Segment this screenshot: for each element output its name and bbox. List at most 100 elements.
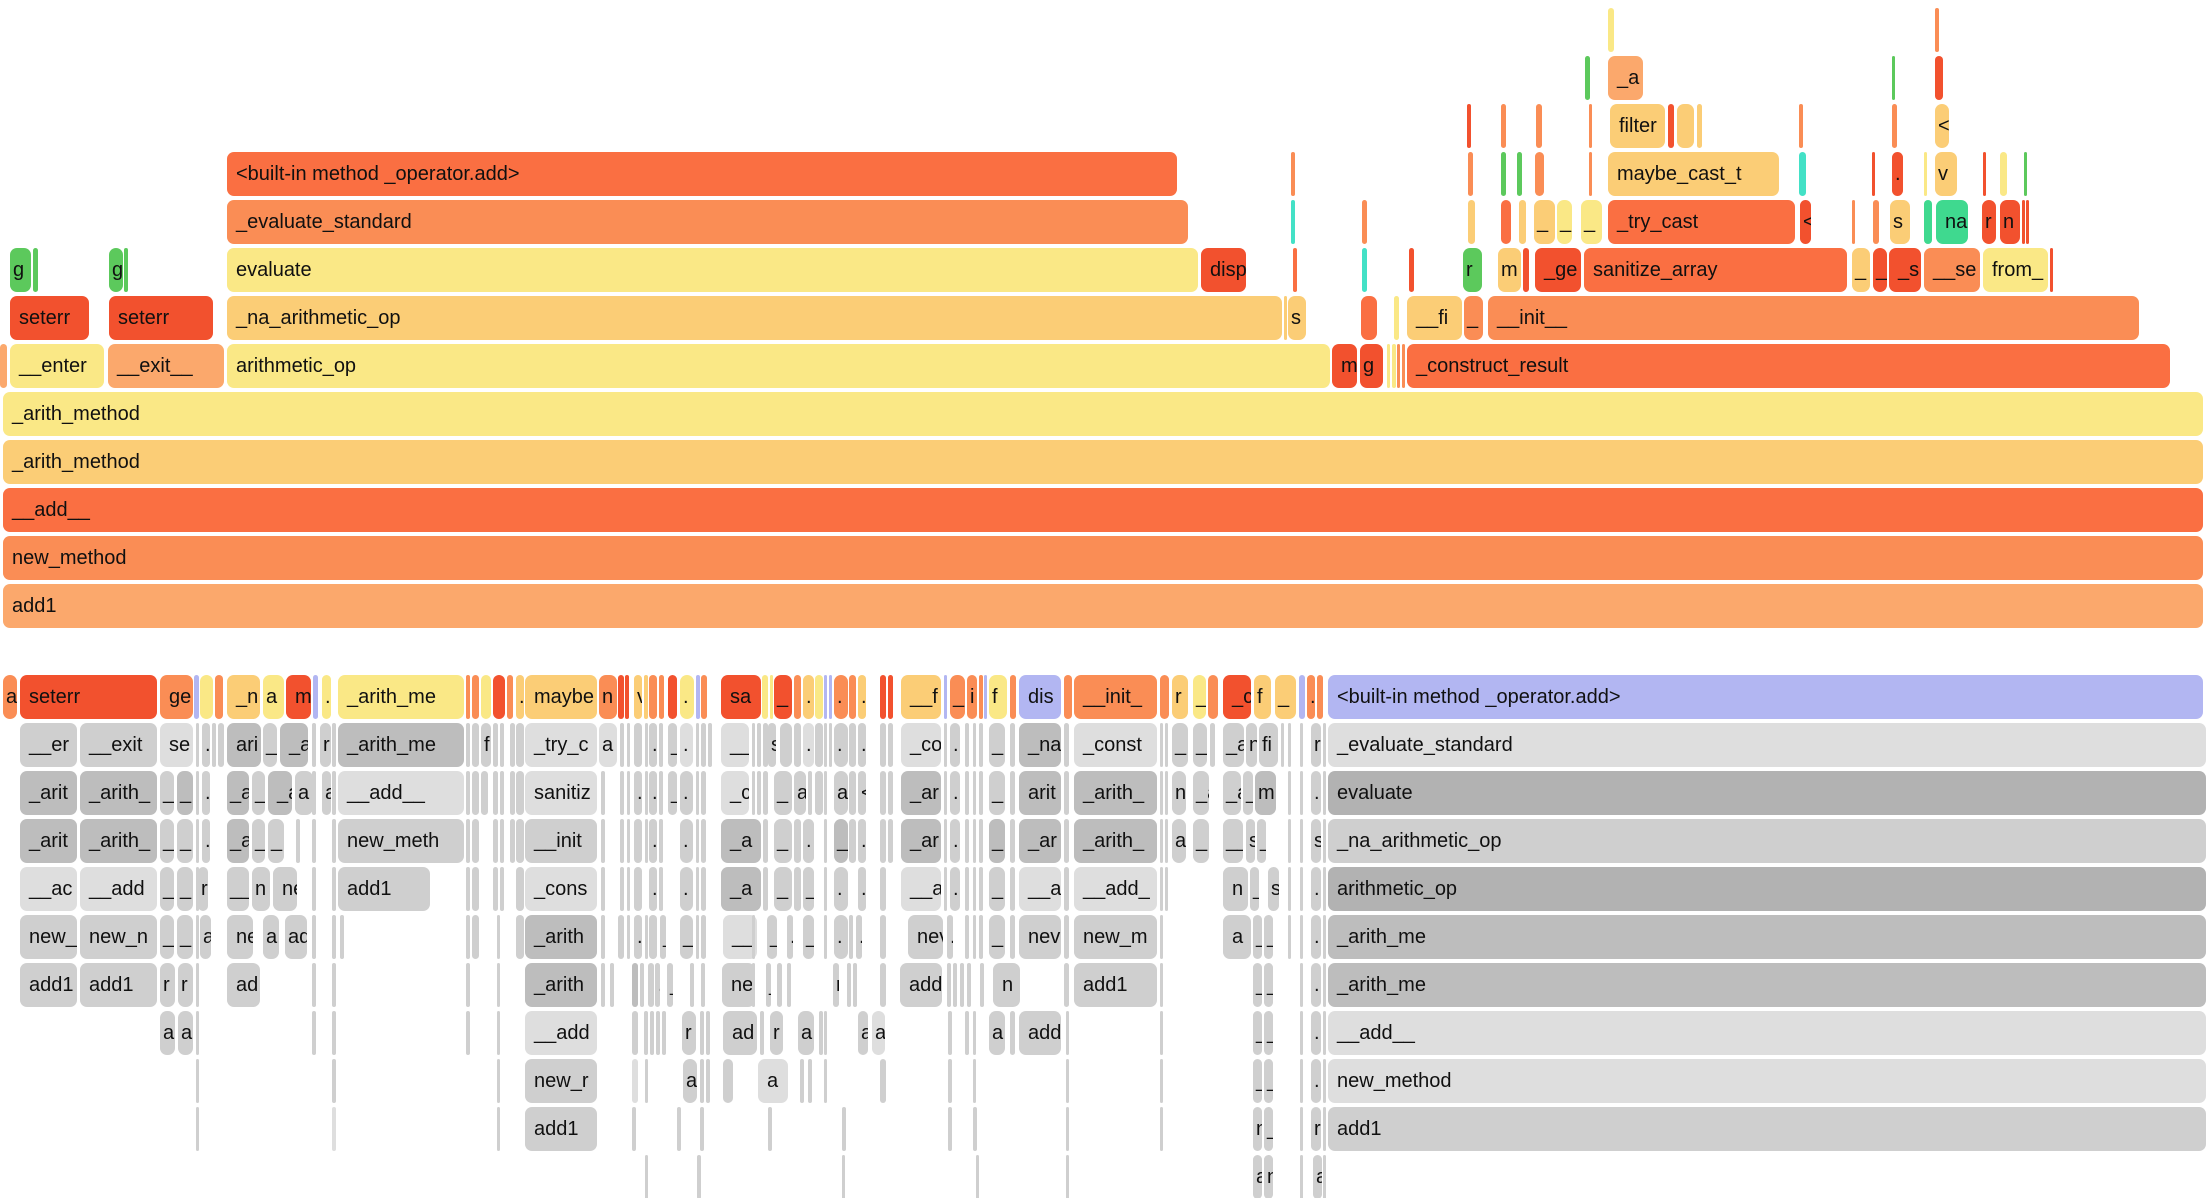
flame-frame[interactable]: _a [721, 819, 761, 863]
flame-frame[interactable]: _ [774, 867, 792, 911]
flame-frame[interactable]: _ [1257, 819, 1266, 863]
flame-frame[interactable] [507, 675, 513, 719]
flame-frame[interactable]: _na_arithmetic_op [1328, 819, 2206, 863]
flame-frame[interactable]: new_meth [338, 819, 464, 863]
flame-frame[interactable]: g [1360, 344, 1383, 388]
flame-frame[interactable] [1323, 771, 1326, 815]
flame-frame[interactable]: r [1463, 248, 1482, 292]
flame-frame[interactable]: from_ [1983, 248, 2048, 292]
flame-frame[interactable]: _arith_method [3, 392, 2203, 436]
flame-frame[interactable] [1288, 819, 1291, 863]
flame-frame[interactable]: __er [20, 723, 77, 767]
flame-frame[interactable] [965, 723, 969, 767]
flame-frame[interactable] [1892, 104, 1897, 148]
flame-frame[interactable] [1160, 867, 1163, 911]
flame-frame[interactable] [516, 867, 524, 911]
flame-frame[interactable] [472, 819, 479, 863]
flame-frame[interactable] [1397, 344, 1400, 388]
flame-frame[interactable] [973, 867, 976, 911]
flame-frame[interactable] [620, 723, 624, 767]
flame-frame[interactable]: _a [227, 771, 249, 815]
flame-frame[interactable]: . [950, 867, 960, 911]
flame-frame[interactable] [1064, 675, 1072, 719]
flame-frame[interactable] [627, 867, 630, 911]
flame-frame[interactable]: a [834, 771, 848, 815]
flame-frame[interactable]: _ [177, 819, 193, 863]
flame-frame[interactable]: _const [1074, 723, 1157, 767]
flame-frame[interactable] [196, 771, 199, 815]
flame-frame[interactable]: _ [177, 771, 193, 815]
flame-frame[interactable] [493, 675, 505, 719]
flame-frame[interactable]: . [202, 819, 210, 863]
flame-frame[interactable]: . [834, 915, 848, 959]
flame-frame[interactable] [1589, 152, 1592, 196]
flame-frame[interactable]: _construct_result [1407, 344, 2170, 388]
flame-frame[interactable]: arithmetic_op [1328, 867, 2206, 911]
flame-frame[interactable] [763, 771, 768, 815]
flame-frame[interactable] [627, 771, 630, 815]
flame-frame[interactable]: _ [989, 915, 1005, 959]
flame-frame[interactable]: __exit__ [108, 344, 224, 388]
flame-frame[interactable]: new_method [3, 536, 2203, 580]
flame-frame[interactable] [696, 675, 700, 719]
flame-frame[interactable]: _arith_me [1328, 915, 2206, 959]
flame-frame[interactable]: _ [1534, 200, 1555, 244]
flame-frame[interactable] [842, 1107, 846, 1151]
flame-frame[interactable]: r [682, 1011, 696, 1055]
flame-frame[interactable]: __enter [10, 344, 104, 388]
flame-frame[interactable] [1165, 819, 1168, 863]
flame-frame[interactable] [1317, 675, 1323, 719]
flame-frame[interactable]: v [1935, 152, 1957, 196]
flame-frame[interactable]: new_r [525, 1059, 597, 1103]
flame-frame[interactable]: f [481, 723, 491, 767]
flame-frame[interactable]: _ [667, 963, 673, 1007]
flame-frame[interactable] [200, 675, 213, 719]
flame-frame[interactable] [696, 819, 699, 863]
flame-frame[interactable] [1361, 296, 1377, 340]
flame-frame[interactable]: g [10, 248, 31, 292]
flame-frame[interactable] [979, 723, 983, 767]
flame-frame[interactable]: __ [227, 867, 249, 911]
flame-frame[interactable]: a [1253, 1155, 1262, 1198]
flame-frame[interactable] [1409, 248, 1414, 292]
flame-frame[interactable]: _arith_me [338, 675, 464, 719]
flame-frame[interactable] [973, 1059, 976, 1103]
flame-frame[interactable] [1300, 1107, 1303, 1151]
flame-frame[interactable]: _ [1193, 819, 1209, 863]
flame-frame[interactable] [696, 867, 699, 911]
flame-frame[interactable] [332, 819, 336, 863]
flame-frame[interactable] [1323, 819, 1326, 863]
flame-frame[interactable] [808, 771, 812, 815]
flame-frame[interactable] [979, 915, 983, 959]
flame-frame[interactable] [312, 723, 316, 767]
flame-frame[interactable] [1300, 1059, 1303, 1103]
flame-frame[interactable] [632, 1059, 638, 1103]
flame-frame[interactable]: seterr [10, 296, 89, 340]
flame-frame[interactable]: a [1172, 819, 1186, 863]
flame-frame[interactable] [696, 915, 699, 959]
flame-frame[interactable]: a [160, 1011, 175, 1055]
flame-frame[interactable] [196, 867, 199, 911]
flame-frame[interactable] [124, 248, 128, 292]
flame-frame[interactable]: add1 [80, 963, 157, 1007]
flame-frame[interactable] [1300, 819, 1303, 863]
flame-frame[interactable] [1010, 819, 1015, 863]
flame-frame[interactable]: dis [1019, 675, 1061, 719]
flame-frame[interactable] [1300, 723, 1303, 767]
flame-frame[interactable] [973, 723, 976, 767]
flame-frame[interactable] [662, 1011, 666, 1055]
flame-frame[interactable]: . [202, 723, 210, 767]
flame-frame[interactable]: __ [721, 723, 749, 767]
flame-frame[interactable] [979, 819, 983, 863]
flame-frame[interactable] [1208, 675, 1218, 719]
flame-frame[interactable] [1608, 8, 1614, 52]
flame-frame[interactable] [1501, 104, 1506, 148]
flame-frame[interactable]: maybe_cast_t [1608, 152, 1779, 196]
flame-frame[interactable]: ad [227, 963, 260, 1007]
flame-frame[interactable] [610, 963, 614, 1007]
flame-frame[interactable]: _a [1223, 771, 1241, 815]
flame-frame[interactable]: a [263, 915, 279, 959]
flame-frame[interactable] [701, 723, 706, 767]
flame-frame[interactable] [1300, 1011, 1303, 1055]
flame-frame[interactable]: add1 [1074, 963, 1157, 1007]
